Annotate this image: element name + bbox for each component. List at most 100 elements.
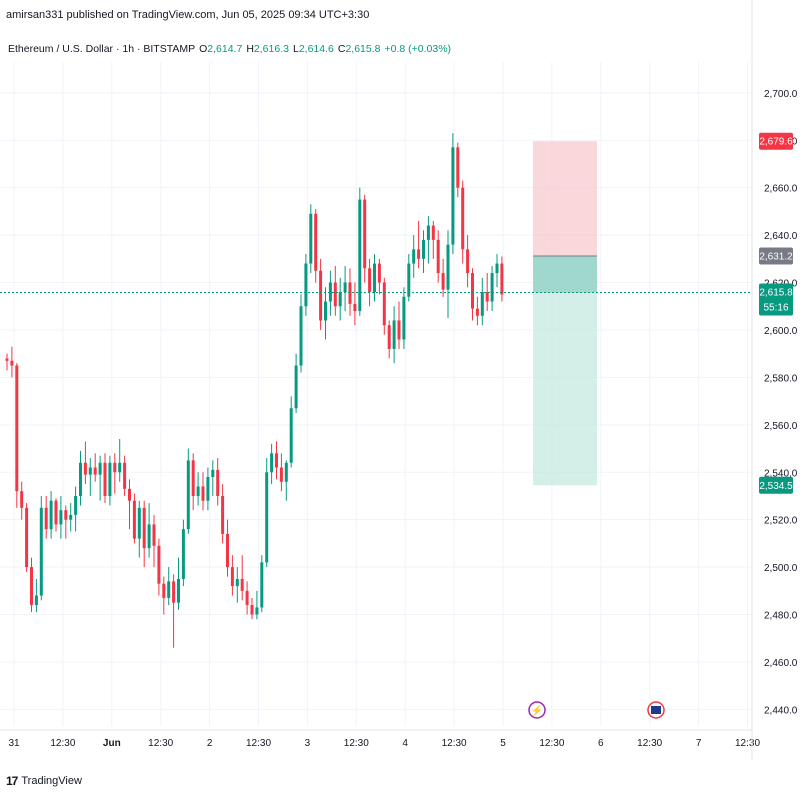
candle-body[interactable]: [211, 469, 215, 477]
candle-body[interactable]: [490, 273, 494, 302]
symbol-title[interactable]: Ethereum / U.S. Dollar · 1h · BITSTAMP: [8, 43, 196, 55]
candle-body[interactable]: [83, 462, 87, 475]
candle-body[interactable]: [240, 578, 244, 591]
candle-body[interactable]: [319, 270, 323, 321]
candle-body[interactable]: [495, 263, 499, 274]
candle-body[interactable]: [118, 462, 122, 473]
candle-body[interactable]: [103, 462, 107, 496]
candle-body[interactable]: [324, 301, 327, 321]
candle-body[interactable]: [358, 199, 362, 311]
candle-body[interactable]: [93, 467, 97, 475]
candle-body[interactable]: [49, 500, 53, 530]
candle-body[interactable]: [20, 491, 24, 508]
candle-body[interactable]: [147, 524, 151, 549]
candle-body[interactable]: [123, 462, 127, 489]
candle-body[interactable]: [363, 199, 367, 269]
candle-body[interactable]: [177, 578, 180, 603]
candle-body[interactable]: [480, 292, 484, 316]
candle-body[interactable]: [132, 500, 136, 539]
candle-body[interactable]: [309, 213, 313, 264]
candle-body[interactable]: [485, 292, 489, 302]
candle-body[interactable]: [471, 273, 474, 309]
candle-body[interactable]: [44, 507, 48, 530]
candle-body[interactable]: [69, 514, 73, 520]
candle-body[interactable]: [167, 581, 171, 598]
candle-body[interactable]: [98, 462, 102, 475]
candle-body[interactable]: [338, 292, 342, 307]
candle-body[interactable]: [162, 583, 166, 598]
candle-body[interactable]: [382, 282, 386, 326]
candle-body[interactable]: [446, 244, 450, 290]
candle-body[interactable]: [30, 567, 33, 606]
candle-body[interactable]: [64, 510, 68, 520]
candle-body[interactable]: [255, 607, 259, 615]
candle-body[interactable]: [34, 595, 38, 606]
candle-body[interactable]: [54, 500, 58, 525]
candle-body[interactable]: [397, 320, 401, 340]
candle-body[interactable]: [230, 567, 234, 587]
candle-body[interactable]: [348, 282, 352, 304]
candle-body[interactable]: [304, 263, 308, 307]
candle-body[interactable]: [221, 495, 225, 534]
candle-body[interactable]: [466, 249, 470, 274]
candle-body[interactable]: [128, 488, 131, 501]
candle-body[interactable]: [412, 249, 416, 264]
candle-body[interactable]: [196, 486, 200, 496]
candle-body[interactable]: [88, 467, 92, 475]
candle-body[interactable]: [235, 578, 239, 587]
candle-body[interactable]: [250, 605, 254, 615]
candle-body[interactable]: [74, 495, 78, 515]
candle-body[interactable]: [265, 472, 269, 563]
candle-body[interactable]: [142, 507, 146, 549]
candle-body[interactable]: [500, 263, 504, 295]
candle-body[interactable]: [387, 325, 391, 349]
candle-body[interactable]: [186, 460, 190, 530]
candle-body[interactable]: [343, 282, 347, 293]
candle-body[interactable]: [59, 510, 63, 525]
candle-body[interactable]: [294, 365, 298, 409]
candle-body[interactable]: [245, 590, 249, 606]
candle-body[interactable]: [25, 507, 29, 568]
candle-body[interactable]: [108, 462, 112, 496]
candle-body[interactable]: [284, 462, 288, 482]
candle-body[interactable]: [10, 360, 14, 366]
candle-body[interactable]: [270, 453, 274, 473]
candle-body[interactable]: [333, 282, 337, 307]
candle-body[interactable]: [206, 477, 210, 501]
candle-body[interactable]: [431, 225, 435, 240]
candle-body[interactable]: [137, 507, 141, 539]
crypto-event-icon[interactable]: [528, 701, 546, 719]
candle-body[interactable]: [417, 249, 421, 259]
candle-body[interactable]: [461, 187, 465, 250]
candle-body[interactable]: [314, 213, 318, 271]
candle-body[interactable]: [377, 263, 381, 283]
candle-body[interactable]: [152, 524, 156, 546]
candle-body[interactable]: [426, 225, 430, 240]
candle-body[interactable]: [299, 306, 303, 366]
candle-body[interactable]: [451, 147, 455, 245]
candle-body[interactable]: [436, 239, 440, 274]
candle-body[interactable]: [113, 462, 117, 473]
candle-body[interactable]: [475, 308, 479, 316]
candle-body[interactable]: [157, 545, 161, 584]
candle-body[interactable]: [79, 462, 82, 496]
candle-body[interactable]: [441, 273, 445, 290]
candle-body[interactable]: [279, 467, 283, 482]
candle-body[interactable]: [422, 239, 425, 259]
candle-body[interactable]: [5, 358, 9, 361]
candle-body[interactable]: [392, 320, 396, 349]
candle-body[interactable]: [456, 147, 460, 188]
stop-loss-zone[interactable]: [533, 141, 597, 256]
candle-body[interactable]: [39, 507, 43, 596]
candle-body[interactable]: [353, 303, 357, 311]
candle-body[interactable]: [368, 268, 372, 293]
candle-body[interactable]: [275, 453, 278, 468]
candle-body[interactable]: [328, 282, 332, 302]
candle-body[interactable]: [172, 581, 176, 603]
candle-body[interactable]: [289, 408, 293, 463]
candle-body[interactable]: [15, 365, 19, 492]
candle-body[interactable]: [373, 263, 376, 293]
candle-body[interactable]: [216, 469, 220, 496]
candle-body[interactable]: [191, 460, 195, 496]
